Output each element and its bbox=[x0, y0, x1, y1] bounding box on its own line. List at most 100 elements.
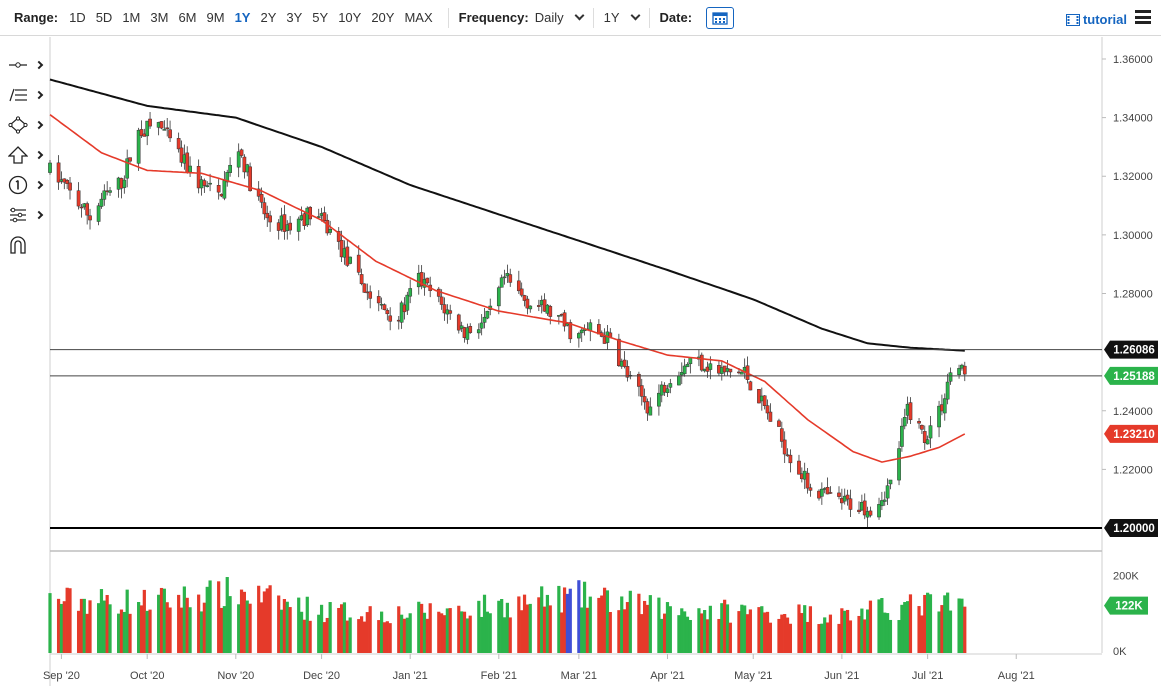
candle bbox=[202, 178, 207, 193]
range-button-1m[interactable]: 1M bbox=[122, 10, 141, 25]
candle bbox=[125, 149, 130, 188]
candle bbox=[508, 268, 513, 287]
candle bbox=[288, 216, 292, 235]
candle bbox=[122, 175, 127, 194]
volume-bar bbox=[520, 610, 524, 653]
volume-bar bbox=[957, 598, 961, 653]
candle-body bbox=[962, 365, 967, 375]
range-button-max[interactable]: MAX bbox=[404, 10, 433, 25]
date-label: Date: bbox=[659, 10, 693, 25]
volume-bar bbox=[717, 618, 721, 653]
candle-body bbox=[782, 439, 787, 455]
candle-body bbox=[165, 127, 170, 130]
range-button-2y[interactable]: 2Y bbox=[260, 10, 277, 25]
chevron-down-icon bbox=[630, 10, 640, 21]
candle-body bbox=[877, 504, 881, 518]
candle-body bbox=[399, 302, 404, 323]
frequency-dropdown[interactable]: Daily bbox=[535, 10, 585, 25]
candle bbox=[745, 356, 750, 384]
volume-bar bbox=[926, 592, 930, 653]
sma-fast-line bbox=[49, 114, 966, 463]
candle bbox=[868, 506, 873, 518]
toolbar: Range: 1D 5D 1M 3M 6M 9M 1Y 2Y 3Y 5Y 10Y 20Y MAX Fre… bbox=[0, 0, 1161, 36]
volume-bar bbox=[828, 614, 833, 653]
fibonacci-tool[interactable] bbox=[0, 80, 46, 110]
candle-body bbox=[708, 363, 713, 370]
volume-bar bbox=[205, 586, 209, 653]
volume-bar bbox=[745, 614, 750, 653]
volume-bar bbox=[440, 613, 444, 653]
candle bbox=[56, 155, 61, 190]
candle-body bbox=[762, 395, 767, 406]
range-button-3m[interactable]: 3M bbox=[150, 10, 169, 25]
candle-body bbox=[388, 315, 393, 322]
volume-bar bbox=[860, 608, 864, 653]
candle-body bbox=[256, 188, 261, 197]
crosshair-tool[interactable] bbox=[0, 50, 46, 80]
volume-bar bbox=[102, 600, 106, 653]
volume-bar bbox=[157, 594, 161, 653]
crosshair-icon bbox=[9, 62, 27, 68]
candle bbox=[65, 179, 70, 189]
volume-bar bbox=[600, 595, 604, 653]
arrow-tool[interactable] bbox=[0, 140, 46, 170]
tutorial-link[interactable]: tutorial bbox=[1065, 12, 1127, 27]
y-tick-label: 1.34000 bbox=[1113, 113, 1153, 125]
candle-body bbox=[920, 424, 924, 430]
range-button-5d[interactable]: 5D bbox=[95, 10, 113, 25]
volume-bar bbox=[339, 604, 344, 653]
candle-body bbox=[768, 411, 773, 422]
volume-bar bbox=[948, 610, 953, 653]
shapes-tool[interactable] bbox=[0, 110, 46, 140]
candle-body bbox=[508, 274, 513, 283]
candle-body bbox=[948, 372, 953, 382]
range-button-20y[interactable]: 20Y bbox=[371, 10, 395, 25]
candle-body bbox=[405, 294, 410, 311]
magnet-tool[interactable] bbox=[0, 230, 46, 260]
candle-body bbox=[568, 322, 573, 340]
range-button-1d[interactable]: 1D bbox=[69, 10, 86, 25]
candle bbox=[262, 197, 267, 220]
candle-body bbox=[499, 277, 504, 288]
candle-body bbox=[556, 315, 561, 317]
candle bbox=[139, 120, 144, 139]
candle bbox=[685, 362, 690, 368]
candle bbox=[316, 208, 321, 219]
range-button-9m[interactable]: 9M bbox=[206, 10, 225, 25]
period-dropdown[interactable]: 1Y bbox=[604, 10, 640, 25]
candle bbox=[225, 169, 230, 187]
candle bbox=[777, 418, 781, 427]
volume-bar bbox=[677, 615, 681, 653]
candle bbox=[900, 418, 904, 452]
range-button-3y[interactable]: 3Y bbox=[286, 10, 303, 25]
measure-tool[interactable] bbox=[0, 200, 46, 230]
candle-body bbox=[519, 288, 524, 296]
chevron-right-icon bbox=[34, 60, 44, 70]
candle-body bbox=[482, 316, 487, 323]
date-picker-button[interactable] bbox=[706, 6, 735, 29]
film-icon bbox=[1065, 13, 1080, 26]
volume-bar bbox=[328, 602, 332, 653]
volume-tick-label: 200K bbox=[1113, 570, 1139, 582]
candle bbox=[359, 268, 364, 286]
volume-bar bbox=[145, 610, 149, 653]
x-tick-label: Feb '21 bbox=[481, 670, 517, 682]
candle-body bbox=[385, 310, 390, 315]
candle bbox=[536, 299, 541, 312]
number-marker-tool[interactable] bbox=[0, 170, 46, 200]
volume-bar bbox=[202, 602, 206, 653]
range-button-5y[interactable]: 5Y bbox=[312, 10, 329, 25]
candle-body bbox=[148, 118, 152, 127]
candle bbox=[236, 143, 241, 178]
volume-bar bbox=[617, 610, 621, 653]
candle-body bbox=[668, 383, 673, 388]
candle-body bbox=[862, 500, 867, 516]
candle bbox=[882, 491, 887, 506]
candle-body bbox=[857, 509, 861, 512]
volume-bar bbox=[823, 617, 827, 653]
range-button-1y[interactable]: 1Y bbox=[234, 10, 251, 25]
range-button-10y[interactable]: 10Y bbox=[338, 10, 362, 25]
hamburger-menu-icon[interactable] bbox=[1135, 10, 1151, 24]
range-button-6m[interactable]: 6M bbox=[178, 10, 197, 25]
